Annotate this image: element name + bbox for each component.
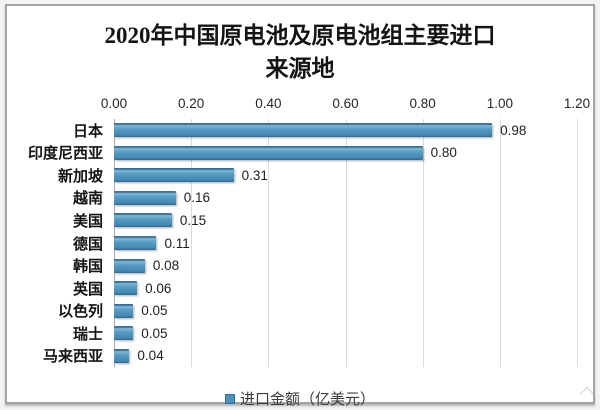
bar-row: 0.16 [114, 187, 577, 210]
bar-row: 0.31 [114, 164, 577, 187]
bar-row: 0.05 [114, 322, 577, 345]
category-label: 马来西亚 [42, 348, 103, 366]
bar [114, 326, 134, 341]
gridline [191, 119, 193, 367]
category-label: 新加坡 [57, 167, 103, 185]
bar [114, 145, 423, 160]
bar-value-label: 0.11 [164, 235, 190, 251]
gridline [422, 119, 424, 367]
category-label: 美国 [72, 212, 103, 230]
bar-value-label: 0.05 [141, 303, 168, 319]
x-axis: 0.00 0.20 0.40 0.60 0.80 1.00 1.20 [101, 96, 590, 114]
bar [114, 168, 234, 183]
legend: 进口金额（亿美元） [7, 388, 593, 409]
bar [114, 236, 157, 250]
bar [114, 348, 130, 363]
gridline [577, 119, 578, 367]
bar-row: 0.11 [114, 232, 577, 255]
gridline [499, 119, 501, 367]
x-axis-tick-label: 0.00 [100, 96, 128, 111]
bar-value-label: 0.06 [145, 280, 172, 296]
bar-value-label: 0.31 [241, 167, 268, 183]
bar [114, 303, 134, 318]
bar [114, 123, 493, 138]
bar-series: 0.98 0.80 0.31 0.16 0.15 0.11 [114, 119, 577, 367]
bar-row: 0.06 [114, 277, 577, 300]
bar-row: 0.05 [114, 299, 577, 322]
bar-row: 0.04 [114, 344, 577, 367]
bar [114, 190, 176, 205]
category-label: 瑞士 [72, 325, 103, 343]
legend-label: 进口金额（亿美元） [239, 391, 375, 408]
bar-row: 0.08 [114, 254, 577, 277]
gridline [345, 119, 347, 367]
bar-value-label: 0.04 [137, 348, 164, 364]
bar-value-label: 0.16 [183, 190, 210, 206]
chart-title-line2: 来源地 [265, 56, 335, 81]
chart-title: 2020年中国原电池及原电池组主要进口 来源地 [7, 19, 593, 85]
bar-value-label: 0.15 [179, 212, 207, 228]
category-label: 日本 [72, 122, 103, 140]
bar-value-label: 0.08 [152, 258, 180, 274]
chart-container: 2020年中国原电池及原电池组主要进口 来源地 0.00 0.20 0.40 0… [5, 4, 595, 408]
x-axis-tick-label: 1.00 [486, 96, 513, 111]
category-label: 韩国 [72, 258, 103, 276]
bar-row: 0.80 [114, 142, 577, 165]
bar-value-label: 0.80 [430, 145, 457, 161]
legend-swatch-icon [224, 393, 235, 404]
bar-row: 0.98 [114, 119, 577, 142]
x-axis-tick-label: 0.80 [409, 96, 436, 111]
bar [114, 213, 172, 228]
x-axis-tick-label: 0.60 [332, 96, 359, 111]
bar-value-label: 0.05 [141, 325, 168, 341]
x-axis-tick-label: 1.20 [563, 96, 591, 111]
x-axis-tick-label: 0.20 [178, 96, 205, 111]
chart-title-line1: 2020年中国原电池及原电池组主要进口 [104, 23, 496, 48]
gridline [268, 119, 270, 367]
y-axis-category-labels: 日本 印度尼西亚 新加坡 越南 美国 德国 韩国 英国 以色列 瑞士 马来西亚 [7, 119, 103, 367]
plot-area: 0.98 0.80 0.31 0.16 0.15 0.11 [114, 119, 578, 367]
x-axis-tick-label: 0.40 [255, 96, 282, 111]
bar-value-label: 0.98 [500, 122, 527, 138]
category-label: 德国 [72, 235, 103, 253]
category-label: 越南 [72, 190, 103, 208]
category-label: 以色列 [57, 303, 103, 321]
bar [114, 258, 145, 273]
category-label: 印度尼西亚 [27, 145, 103, 163]
category-label: 英国 [72, 280, 103, 298]
bar [114, 281, 138, 296]
bar-row: 0.15 [114, 209, 577, 232]
